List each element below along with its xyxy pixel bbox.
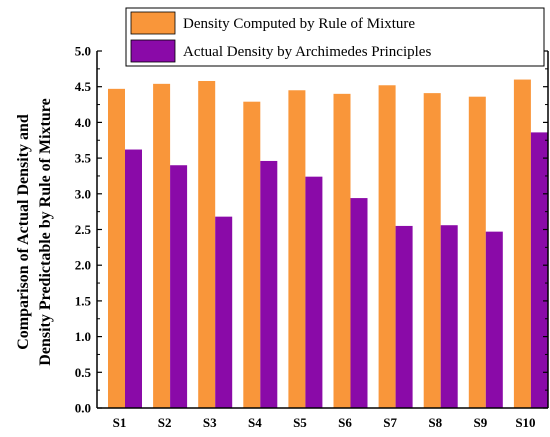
bar-actual-density-s8	[440, 225, 458, 408]
bar-actual-density-s7	[395, 225, 413, 408]
bar-rule-of-mixture-s5	[288, 90, 306, 409]
y-tick-label: 5.0	[75, 44, 91, 59]
x-tick-label: S4	[248, 415, 262, 430]
x-tick-label: S9	[473, 415, 487, 430]
y-tick-label: 3.0	[75, 186, 91, 201]
bar-rule-of-mixture-s4	[243, 101, 261, 408]
y-axis-title-line-1: Comparison of Actual Density and	[15, 114, 32, 350]
legend: Density Computed by Rule of Mixture Actua…	[125, 7, 545, 67]
bar-rule-of-mixture-s6	[333, 93, 351, 408]
axes-layer: 0.0 0.5 1.0 1.5 2.0 2.5 3.0 3.5 4.0 4.5 5.0 S1 S2 S3 S…	[75, 44, 549, 430]
legend-label: Actual Density by Archimedes Principles	[183, 44, 431, 60]
x-tick-label: S6	[338, 415, 352, 430]
y-axis-title: Comparison of Actual Density and Density…	[15, 98, 54, 365]
bar-rule-of-mixture-s7	[378, 85, 396, 408]
x-tick-label: S3	[203, 415, 217, 430]
legend-box	[125, 7, 545, 67]
bar-rule-of-mixture-s3	[198, 80, 216, 408]
bar-rule-of-mixture-s1	[108, 88, 125, 408]
x-tick-label: S8	[428, 415, 442, 430]
y-tick-label: 4.5	[75, 79, 92, 94]
bar-actual-density-s5	[305, 176, 323, 408]
y-tick-label: 2.5	[75, 222, 92, 237]
y-tick-label: 0.5	[75, 365, 92, 380]
bar-actual-density-s4	[260, 160, 278, 408]
bar-rule-of-mixture-s9	[468, 96, 486, 409]
bar-rule-of-mixture-s8	[423, 93, 441, 408]
legend-swatch	[130, 11, 176, 35]
y-axis-title-line-2: Density Predictable by Rule of Mixture	[37, 98, 54, 365]
y-tick-label: 0.0	[75, 401, 91, 416]
bar-actual-density-s3	[215, 216, 233, 408]
y-tick-label: 1.5	[75, 293, 92, 308]
legend-label: Density Computed by Rule of Mixture	[183, 16, 415, 32]
bar-actual-density-s6	[350, 198, 368, 408]
bars-layer	[108, 79, 548, 409]
x-tick-label: S2	[158, 415, 172, 430]
legend-swatch	[130, 39, 176, 63]
bar-actual-density-s9	[485, 231, 503, 408]
y-tick-label: 1.0	[75, 329, 91, 344]
y-tick-label: 3.5	[75, 151, 92, 166]
x-tick-label: S7	[383, 415, 397, 430]
x-tick-label: S5	[293, 415, 307, 430]
x-tick-label: S10	[515, 415, 535, 430]
bar-rule-of-mixture-s2	[153, 83, 171, 409]
bar-rule-of-mixture-s10	[513, 79, 531, 408]
bar-actual-density-s2	[170, 165, 188, 408]
y-tick-label: 4.0	[75, 115, 91, 130]
bar-actual-density-s1	[125, 149, 142, 409]
y-tick-label: 2.0	[75, 258, 91, 273]
bar-actual-density-s10	[530, 132, 548, 408]
x-tick-label: S1	[113, 415, 127, 430]
